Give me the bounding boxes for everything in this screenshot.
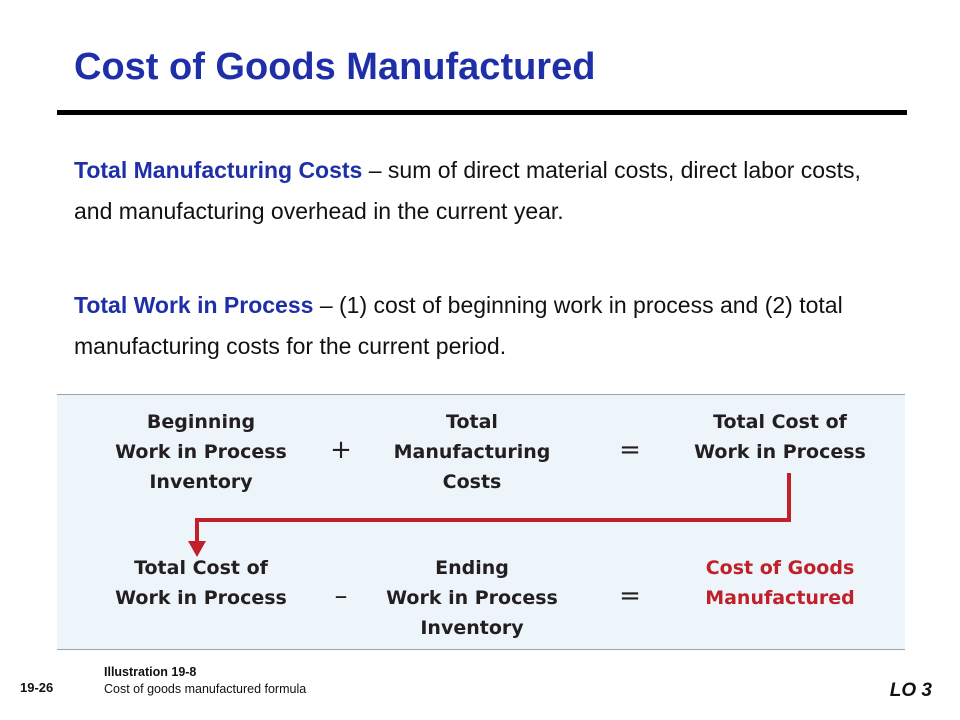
row2-left-line1: Total Cost of bbox=[134, 557, 268, 579]
row1-middle-line3: Costs bbox=[442, 471, 502, 493]
row2-right-line2: Manufactured bbox=[705, 587, 855, 609]
slide-number: 19-26 bbox=[20, 680, 54, 695]
row1-right-line1: Total Cost of bbox=[713, 411, 847, 433]
minus-operator: – bbox=[334, 581, 348, 611]
definition-total-manufacturing-costs: – sum of direct material costs, direct l… bbox=[74, 157, 861, 224]
paragraph-total-work-in-process: Total Work in Process – (1) cost of begi… bbox=[74, 285, 904, 367]
total-cost-wip-result: Total Cost of Work in Process bbox=[675, 407, 885, 467]
formula-illustration: Beginning Work in Process Inventory + To… bbox=[57, 394, 905, 650]
row1-left-line3: Inventory bbox=[149, 471, 253, 493]
total-cost-wip-term: Total Cost of Work in Process bbox=[97, 553, 305, 613]
row2-middle-line2: Work in Process bbox=[386, 587, 558, 609]
equals-operator-2: = bbox=[619, 581, 641, 611]
flow-arrow-head bbox=[188, 541, 206, 557]
row2-middle-line3: Inventory bbox=[420, 617, 524, 639]
slide-title: Cost of Goods Manufactured bbox=[74, 46, 596, 88]
term-total-work-in-process: Total Work in Process bbox=[74, 292, 314, 318]
row1-right-line2: Work in Process bbox=[694, 441, 866, 463]
flow-arrow-line bbox=[195, 473, 791, 545]
beginning-wip-inventory: Beginning Work in Process Inventory bbox=[97, 407, 305, 497]
row2-middle-line1: Ending bbox=[435, 557, 509, 579]
ending-wip-inventory: Ending Work in Process Inventory bbox=[377, 553, 567, 643]
row2-right-line1: Cost of Goods bbox=[705, 557, 855, 579]
term-total-manufacturing-costs: Total Manufacturing Costs bbox=[74, 157, 363, 183]
row1-left-line2: Work in Process bbox=[115, 441, 287, 463]
cost-of-goods-manufactured-result: Cost of Goods Manufactured bbox=[675, 553, 885, 613]
title-divider bbox=[57, 110, 907, 115]
row1-middle-line1: Total bbox=[446, 411, 498, 433]
row1-left-line1: Beginning bbox=[146, 411, 256, 433]
illustration-caption: Illustration 19-8 Cost of goods manufact… bbox=[104, 664, 306, 698]
flow-arrow bbox=[188, 473, 791, 557]
equals-operator-1: = bbox=[619, 435, 641, 465]
plus-operator: + bbox=[330, 435, 352, 465]
total-manufacturing-costs-term: Total Manufacturing Costs bbox=[377, 407, 567, 497]
row2-left-line2: Work in Process bbox=[115, 587, 287, 609]
illustration-title: Illustration 19-8 bbox=[104, 665, 197, 679]
illustration-description: Cost of goods manufactured formula bbox=[104, 682, 307, 696]
learning-objective: LO 3 bbox=[889, 680, 932, 701]
paragraph-total-manufacturing-costs: Total Manufacturing Costs – sum of direc… bbox=[74, 150, 904, 232]
row1-middle-line2: Manufacturing bbox=[393, 441, 551, 463]
definition-total-work-in-process: – (1) cost of beginning work in process … bbox=[74, 292, 843, 359]
